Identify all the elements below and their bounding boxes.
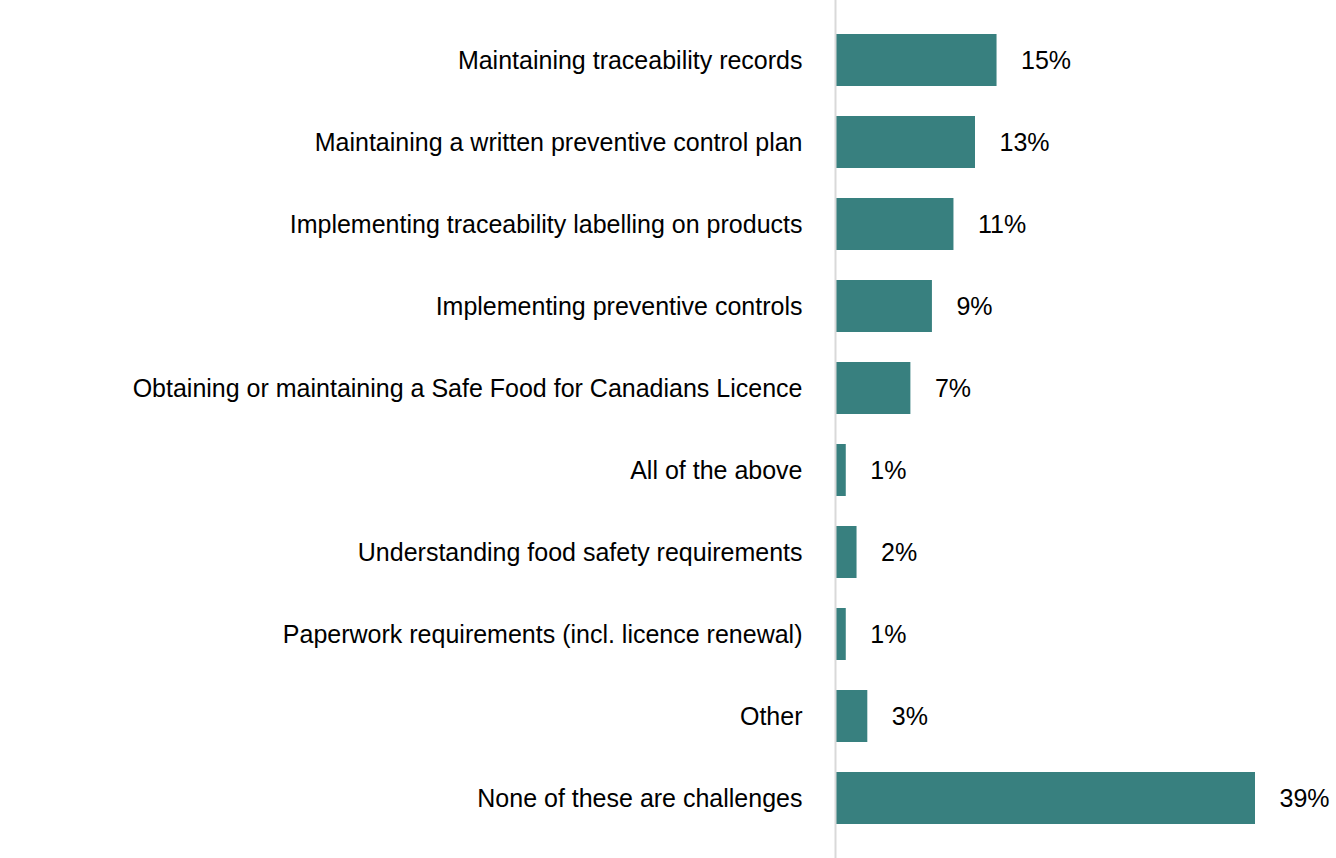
svg-text:Maintaining a written preventi: Maintaining a written preventive control…	[315, 128, 803, 156]
svg-text:Implementing traceability labe: Implementing traceability labelling on p…	[290, 210, 803, 238]
svg-text:7%: 7%	[935, 374, 971, 402]
svg-text:9%: 9%	[956, 292, 992, 320]
svg-text:1%: 1%	[870, 456, 906, 484]
svg-text:Implementing preventive contro: Implementing preventive controls	[436, 292, 803, 320]
svg-text:Other: Other	[740, 702, 803, 730]
svg-text:None of these are challenges: None of these are challenges	[477, 784, 802, 812]
svg-text:13%: 13%	[1000, 128, 1050, 156]
svg-text:Paperwork requirements (incl.: Paperwork requirements (incl. licence re…	[283, 620, 803, 648]
svg-text:All of the above: All of the above	[630, 456, 802, 484]
svg-text:15%: 15%	[1021, 46, 1071, 74]
svg-text:Understanding food safety requ: Understanding food safety requirements	[358, 538, 803, 566]
svg-text:11%: 11%	[978, 210, 1026, 238]
svg-text:Obtaining or maintaining a Saf: Obtaining or maintaining a Safe Food for…	[133, 374, 803, 402]
svg-text:3%: 3%	[892, 702, 928, 730]
svg-text:Maintaining traceability recor: Maintaining traceability records	[458, 46, 803, 74]
svg-text:1%: 1%	[870, 620, 906, 648]
svg-text:2%: 2%	[881, 538, 917, 566]
svg-text:39%: 39%	[1280, 784, 1330, 812]
